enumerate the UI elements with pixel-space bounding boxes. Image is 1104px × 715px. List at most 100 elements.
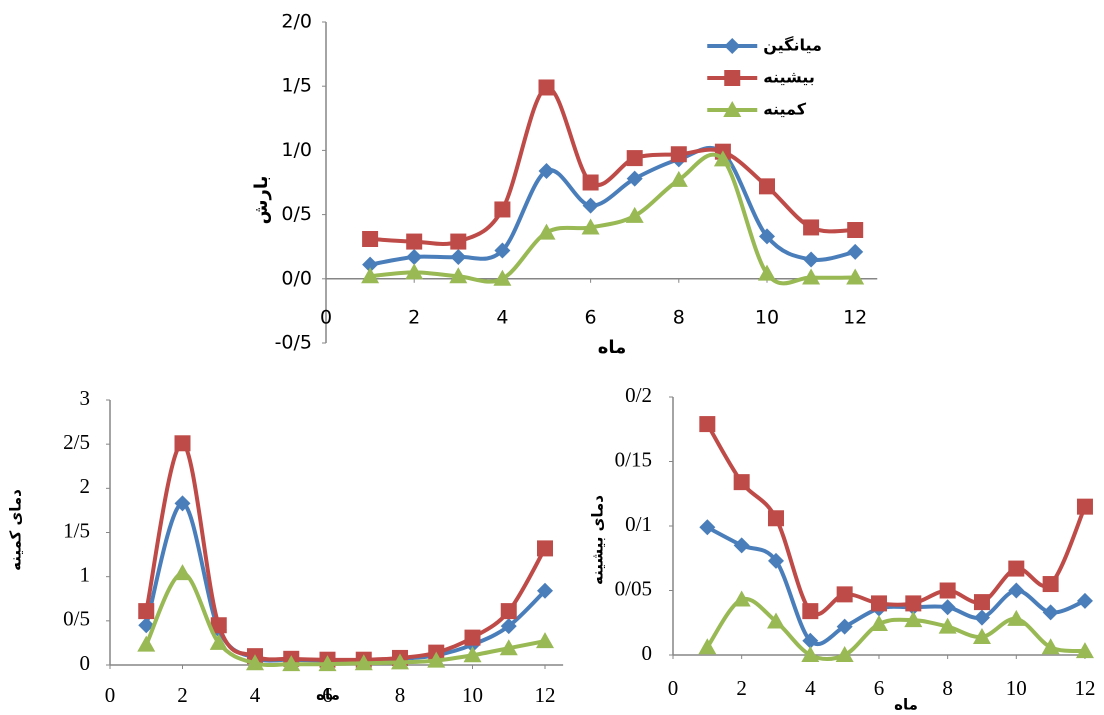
y-tick-label: 0/05 <box>615 576 652 600</box>
chart: 00/511/522/53024681012ماهدمای کمینه <box>7 386 564 707</box>
marker <box>501 603 517 619</box>
marker <box>1043 604 1059 620</box>
marker <box>734 537 750 553</box>
x-tick-label: 4 <box>250 683 261 707</box>
marker <box>539 79 555 95</box>
series-line <box>146 443 545 660</box>
marker <box>583 175 599 191</box>
y-tick-label: 0/1 <box>625 512 652 536</box>
y-tick-label: 0/5 <box>63 607 90 631</box>
marker <box>362 231 378 247</box>
marker <box>406 234 422 250</box>
legend-label: بیشینه <box>763 68 815 87</box>
y-tick-label: 2/0 <box>281 11 312 33</box>
charts: -0/50/00/51/01/52/0024681012ماهبارشمیانگ… <box>0 0 1104 715</box>
marker <box>768 510 784 526</box>
marker <box>803 252 819 268</box>
x-tick-label: 4 <box>496 307 508 329</box>
marker <box>174 564 192 580</box>
marker <box>871 595 887 611</box>
y-tick-label: 0 <box>642 641 653 665</box>
x-tick-label: 0 <box>105 683 116 707</box>
x-tick-label: 8 <box>942 676 953 700</box>
x-tick-label: 10 <box>755 307 779 329</box>
legend-label: کمینه <box>763 100 806 119</box>
marker <box>699 519 715 535</box>
marker <box>905 595 921 611</box>
y-tick-label: 1 <box>80 562 91 586</box>
marker <box>627 150 643 166</box>
series-line <box>370 148 855 265</box>
series-line <box>146 503 545 660</box>
y-tick-label: 1/5 <box>63 518 90 542</box>
y-axis-label: بارش <box>251 176 272 225</box>
marker <box>802 603 818 619</box>
marker <box>671 146 687 162</box>
marker <box>847 222 863 238</box>
legend-marker <box>724 38 740 54</box>
marker <box>175 435 191 451</box>
marker <box>1077 593 1093 609</box>
legend-marker <box>724 70 740 86</box>
x-axis-label: ماه <box>316 686 340 704</box>
y-tick-label: 3 <box>80 386 91 410</box>
x-tick-label: 12 <box>843 307 867 329</box>
x-axis-label: ماه <box>598 337 627 358</box>
y-tick-label: 0/15 <box>615 447 652 471</box>
series-line <box>707 424 1085 614</box>
marker <box>974 610 990 626</box>
x-tick-label: 12 <box>1074 676 1095 700</box>
marker <box>940 583 956 599</box>
y-axis-label: دمای کمینه <box>7 489 25 571</box>
x-tick-label: 2 <box>408 307 420 329</box>
marker <box>1043 576 1059 592</box>
x-tick-label: 4 <box>805 676 816 700</box>
x-tick-label: 12 <box>535 683 556 707</box>
marker <box>837 586 853 602</box>
y-tick-label: 1/5 <box>281 75 312 97</box>
legend: میانگین بیشینه کمینه <box>707 36 822 119</box>
x-tick-label: 6 <box>585 307 597 329</box>
chart: 0 0/05 0/1 0/15 0/2 0 2 4 6 8 10 12 ماه دمای بیشینه <box>589 383 1096 714</box>
x-tick-label: 8 <box>673 307 685 329</box>
x-tick-label: 0 <box>320 307 332 329</box>
marker <box>137 636 155 652</box>
marker <box>1077 499 1093 515</box>
marker <box>1008 583 1024 599</box>
marker <box>847 244 863 260</box>
marker <box>494 201 510 217</box>
marker <box>536 632 554 648</box>
marker <box>974 594 990 610</box>
x-tick-label: 2 <box>177 683 188 707</box>
y-tick-label: 0/5 <box>281 203 312 225</box>
x-tick-label: 8 <box>395 683 406 707</box>
y-tick-label: 0/2 <box>625 383 652 407</box>
marker <box>583 198 599 214</box>
marker <box>450 249 466 265</box>
y-tick-label: 2/5 <box>63 430 90 454</box>
y-tick-label: 0 <box>80 651 91 675</box>
marker <box>406 249 422 265</box>
x-tick-label: 0 <box>668 676 679 700</box>
x-tick-label: 6 <box>874 676 885 700</box>
y-tick-label: 1/0 <box>281 139 312 161</box>
marker <box>1008 561 1024 577</box>
marker <box>138 603 154 619</box>
x-tick-label: 10 <box>462 683 483 707</box>
marker <box>759 178 775 194</box>
marker <box>803 219 819 235</box>
marker <box>940 599 956 615</box>
y-tick-label: 2 <box>80 474 91 498</box>
y-axis-label: دمای بیشینه <box>589 495 607 585</box>
chart: -0/50/00/51/01/52/0024681012ماهبارشمیانگ… <box>251 11 877 359</box>
marker <box>758 265 776 281</box>
legend-label: میانگین <box>763 36 822 55</box>
marker <box>450 234 466 250</box>
y-tick-label: -0/5 <box>275 332 312 354</box>
x-tick-label: 2 <box>736 676 747 700</box>
x-tick-label: 10 <box>1006 676 1027 700</box>
marker <box>537 540 553 556</box>
x-axis-label: ماه <box>894 696 918 714</box>
marker <box>699 416 715 432</box>
marker <box>465 630 481 646</box>
